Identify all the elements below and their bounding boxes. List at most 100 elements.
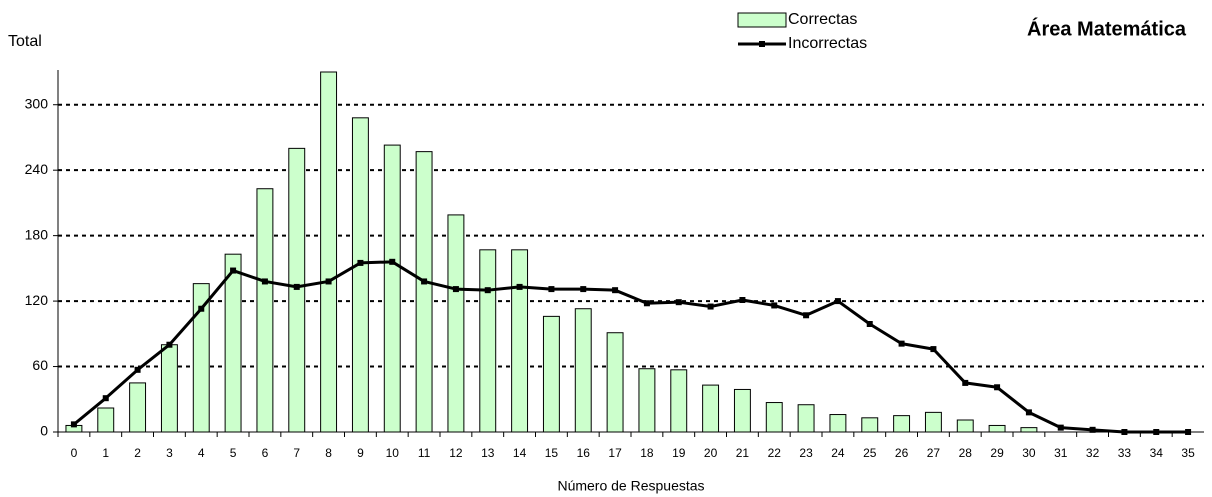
x-tick-label: 13 — [481, 446, 495, 460]
x-tick-label: 14 — [513, 446, 527, 460]
x-tick-label: 11 — [418, 446, 431, 460]
line-marker — [994, 384, 1001, 391]
bar — [129, 382, 147, 433]
bar — [160, 344, 178, 433]
x-tick-label: 25 — [863, 446, 877, 460]
line-marker — [389, 258, 396, 265]
line-marker — [70, 421, 77, 428]
line-marker — [612, 287, 619, 294]
bar — [733, 388, 751, 433]
line-marker — [1121, 429, 1128, 435]
line-marker — [261, 278, 268, 285]
line-marker — [230, 267, 237, 274]
y-tick-label: 180 — [25, 226, 49, 242]
y-tick-label: 240 — [25, 161, 49, 177]
x-tick-label: 1 — [102, 446, 109, 460]
bar — [479, 249, 497, 433]
bar — [97, 407, 115, 433]
x-tick-label: 12 — [449, 446, 463, 460]
x-tick-label: 29 — [990, 446, 1004, 460]
line-marker — [898, 340, 905, 347]
bar — [924, 411, 942, 433]
x-tick-label: 31 — [1054, 446, 1068, 460]
x-tick-label: 8 — [325, 446, 332, 460]
bar — [383, 144, 401, 433]
bar — [415, 151, 433, 433]
bar — [1020, 427, 1038, 433]
x-tick-label: 34 — [1150, 446, 1164, 460]
line-marker — [1153, 429, 1160, 435]
x-tick-label: 23 — [799, 446, 813, 460]
line-marker — [548, 286, 555, 293]
line-marker — [102, 395, 109, 402]
x-tick-label: 17 — [608, 446, 622, 460]
bar — [670, 369, 688, 433]
y-tick-label: 0 — [40, 423, 48, 439]
bar — [574, 308, 592, 433]
line-marker — [739, 297, 746, 303]
line-marker — [866, 321, 873, 327]
y-tick-label: 60 — [32, 357, 48, 373]
line-marker — [930, 346, 937, 353]
line-marker — [962, 379, 969, 386]
x-tick-label: 16 — [577, 446, 591, 460]
line-marker — [516, 283, 523, 290]
bar — [829, 414, 847, 433]
x-tick-label: 18 — [640, 446, 654, 460]
x-tick-label: 33 — [1118, 446, 1132, 460]
y-axis-label: Total — [8, 33, 42, 50]
line-marker — [134, 366, 141, 373]
line-marker — [771, 302, 778, 309]
bar — [256, 188, 274, 433]
line-marker — [166, 341, 173, 348]
x-tick-label: 22 — [768, 446, 782, 460]
line-marker — [325, 278, 332, 285]
bar — [606, 332, 624, 433]
bar — [192, 283, 210, 433]
x-tick-label: 20 — [704, 446, 718, 460]
line-marker — [1089, 426, 1096, 433]
x-tick-label: 2 — [134, 446, 141, 460]
y-tick-label: 120 — [25, 292, 49, 308]
x-tick-label: 7 — [293, 446, 300, 460]
x-tick-label: 21 — [736, 446, 750, 460]
x-tick-label: 19 — [672, 446, 686, 460]
chart-title: Área Matemática — [1027, 17, 1187, 40]
line-marker — [1025, 409, 1032, 416]
x-tick-label: 4 — [198, 446, 205, 460]
x-axis-label: Número de Respuestas — [557, 478, 704, 494]
line-marker — [834, 298, 841, 305]
line — [72, 260, 1189, 434]
x-tick-label: 26 — [895, 446, 909, 460]
bar — [797, 404, 815, 433]
bar — [288, 147, 306, 433]
line-marker — [357, 259, 364, 266]
bar — [702, 384, 720, 433]
legend-marker — [759, 41, 765, 47]
x-tick-label: 6 — [262, 446, 269, 460]
bar — [638, 368, 656, 433]
bar — [861, 417, 879, 433]
legend-label: Incorrectas — [788, 35, 867, 52]
bar — [542, 315, 560, 433]
bar — [351, 117, 369, 433]
bar — [765, 402, 783, 433]
legend-label: Correctas — [788, 11, 857, 28]
line-marker — [707, 303, 714, 310]
legend-swatch — [737, 12, 787, 28]
x-tick-label: 10 — [386, 446, 400, 460]
line-marker — [580, 286, 587, 293]
line-marker — [1057, 424, 1064, 431]
x-tick-label: 28 — [959, 446, 973, 460]
x-tick-label: 24 — [831, 446, 845, 460]
x-tick-label: 30 — [1022, 446, 1036, 460]
bar — [988, 424, 1006, 433]
line-marker — [421, 278, 428, 285]
bar — [224, 253, 242, 433]
bar — [447, 214, 465, 433]
line-marker — [803, 312, 810, 319]
x-tick-label: 9 — [357, 446, 364, 460]
bar — [511, 249, 529, 433]
y-tick-label: 300 — [25, 95, 49, 111]
